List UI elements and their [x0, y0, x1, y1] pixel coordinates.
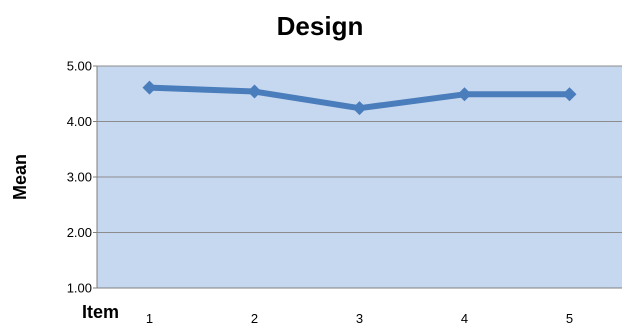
gridlines	[97, 65, 622, 233]
data-point-marker	[457, 87, 472, 102]
data-point-marker	[247, 84, 262, 99]
y-axis-title: Mean	[10, 154, 30, 200]
chart-title: Design	[277, 11, 364, 41]
data-point-marker	[142, 80, 157, 95]
x-tick-label: 3	[356, 311, 363, 325]
x-tick-label: 1	[146, 311, 153, 325]
data-point-marker	[352, 101, 367, 116]
x-tick-labels: 1 2 3 4 5	[146, 311, 573, 325]
axes	[93, 65, 622, 289]
data-point-marker	[562, 87, 577, 102]
x-tick-label: 2	[251, 311, 258, 325]
x-axis-title: Item	[82, 302, 119, 322]
y-tick-label: 5.00	[67, 59, 92, 74]
x-tick-label: 5	[566, 311, 573, 325]
series-layer	[142, 80, 577, 116]
x-tick-label: 4	[461, 311, 468, 325]
y-tick-labels: 1.00 2.00 3.00 4.00 5.00	[67, 59, 92, 296]
y-tick-label: 2.00	[67, 225, 92, 240]
y-tick-label: 4.00	[67, 114, 92, 129]
y-tick-label: 1.00	[67, 281, 92, 296]
y-tick-label: 3.00	[67, 170, 92, 185]
